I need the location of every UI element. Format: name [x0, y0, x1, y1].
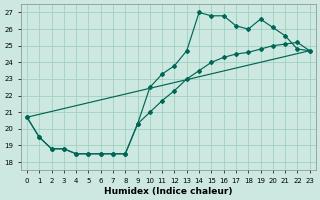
X-axis label: Humidex (Indice chaleur): Humidex (Indice chaleur)	[104, 187, 233, 196]
